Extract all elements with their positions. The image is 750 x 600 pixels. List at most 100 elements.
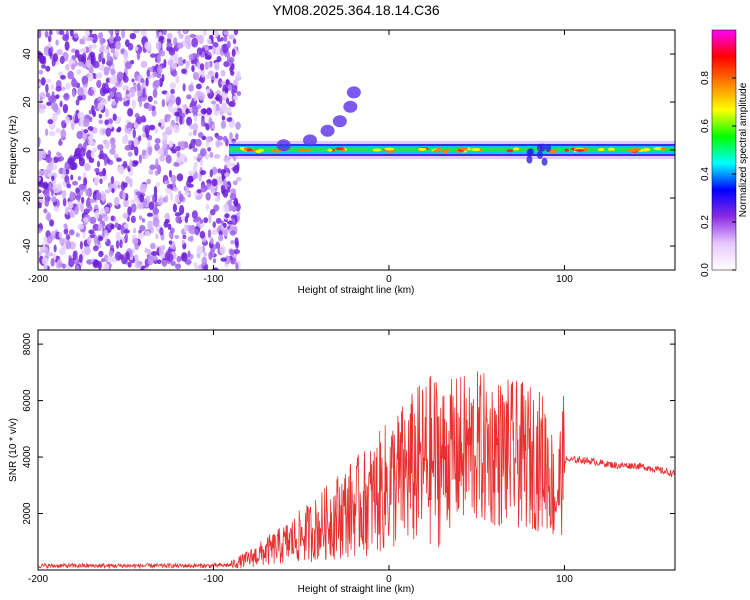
noise-speckle [98, 171, 104, 177]
noise-speckle [147, 146, 152, 156]
noise-speckle [137, 232, 145, 239]
noise-speckle [75, 232, 80, 238]
noise-speckle [212, 46, 216, 55]
noise-speckle [123, 49, 128, 60]
noise-speckle [103, 215, 109, 222]
noise-speckle [43, 208, 48, 214]
noise-speckle [172, 203, 178, 213]
colorbar-tick-label: 0.8 [700, 71, 711, 85]
noise-speckle [51, 112, 58, 123]
noise-speckle [174, 145, 181, 152]
noise-speckle [46, 163, 53, 173]
noise-speckle [181, 252, 188, 262]
noise-speckle [140, 30, 146, 36]
noise-speckle [103, 206, 110, 213]
colorbar-label: Normalized spectral amplitude [738, 82, 749, 217]
noise-speckle [193, 161, 198, 168]
band-hotspot [298, 148, 305, 152]
noise-speckle [102, 139, 107, 144]
snr-x-tick-label: 0 [386, 574, 392, 585]
noise-speckle [201, 47, 206, 52]
noise-speckle [213, 154, 221, 160]
noise-speckle [184, 215, 188, 224]
noise-speckle [134, 146, 139, 157]
noise-speckle [38, 30, 42, 39]
noise-speckle [138, 215, 143, 221]
noise-speckle [113, 153, 119, 159]
noise-speckle [229, 100, 236, 108]
noise-speckle [110, 176, 115, 185]
noise-speckle [151, 109, 157, 117]
noise-speckle [205, 203, 210, 211]
noise-speckle [109, 137, 116, 146]
noise-speckle [61, 120, 65, 127]
noise-speckle [125, 61, 132, 70]
noise-speckle [48, 30, 53, 36]
noise-speckle [174, 263, 182, 270]
noise-speckle [70, 78, 78, 88]
noise-speckle [236, 91, 242, 96]
noise-speckle [89, 51, 96, 58]
noise-speckle [159, 227, 164, 236]
noise-speckle [57, 71, 64, 76]
noise-speckle [65, 206, 69, 216]
noise-speckle [56, 151, 60, 157]
noise-speckle [140, 60, 148, 68]
spectrogram-x-tick-label: -100 [203, 274, 223, 285]
noise-speckle [164, 218, 170, 224]
noise-speckle [50, 258, 55, 267]
noise-speckle [196, 52, 200, 58]
noise-speckle [100, 52, 104, 59]
noise-speckle [113, 196, 120, 207]
noise-speckle [165, 180, 170, 185]
noise-speckle [235, 121, 241, 130]
noise-speckle [196, 245, 204, 255]
noise-speckle [218, 234, 224, 242]
noise-speckle [107, 95, 111, 102]
noise-speckle [112, 74, 118, 84]
noise-speckle [127, 108, 134, 117]
noise-speckle [165, 187, 172, 194]
noise-speckle [153, 126, 159, 134]
noise-speckle [99, 178, 103, 185]
noise-speckle [78, 156, 85, 167]
noise-speckle [125, 175, 131, 184]
band-dispersion [541, 157, 548, 166]
noise-speckle [188, 132, 193, 137]
noise-speckle [90, 151, 95, 159]
noise-speckle [92, 245, 99, 252]
noise-speckle [211, 123, 216, 129]
noise-speckle [120, 225, 125, 235]
noise-speckle [143, 102, 150, 109]
noise-speckle [58, 30, 65, 36]
noise-speckle [99, 149, 104, 159]
noise-speckle [92, 259, 100, 269]
noise-speckle [78, 253, 83, 263]
noise-speckle [50, 84, 55, 91]
band-hotspot [506, 149, 514, 153]
noise-speckle [201, 69, 205, 78]
noise-speckle [92, 147, 97, 153]
noise-speckle [142, 88, 146, 98]
noise-speckle [186, 94, 192, 100]
noise-speckle [202, 30, 207, 37]
snr-x-tick-label: -200 [28, 574, 48, 585]
noise-speckle [184, 34, 191, 44]
noise-speckle [220, 185, 226, 191]
noise-speckle [103, 66, 110, 76]
noise-speckle [222, 135, 228, 142]
noise-speckle [170, 227, 175, 234]
noise-speckle [80, 202, 84, 213]
noise-speckle [188, 84, 194, 92]
noise-speckle [88, 44, 92, 50]
noise-speckle [47, 35, 52, 43]
noise-speckle [148, 201, 155, 211]
noise-speckle [112, 113, 117, 121]
noise-speckle [83, 217, 89, 223]
noise-speckle [108, 30, 113, 34]
noise-speckle [57, 182, 62, 192]
noise-speckle [65, 63, 70, 71]
noise-speckle [206, 179, 212, 184]
noise-speckle [232, 180, 238, 186]
noise-speckle [96, 79, 102, 89]
